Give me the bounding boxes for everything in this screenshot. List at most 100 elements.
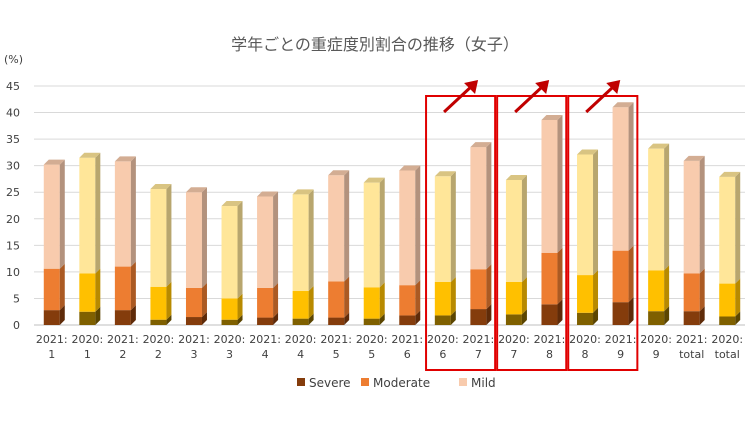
bar-segment [221, 298, 238, 320]
bar-top-face [328, 170, 350, 176]
bar-segment-side [699, 155, 705, 274]
bar-segment-side [557, 299, 563, 325]
y-tick-label: 10 [6, 266, 20, 279]
x-tick-label: 9 [653, 348, 660, 361]
bar-top-face [79, 152, 101, 158]
bar-segment [150, 286, 167, 320]
bar-segment [505, 281, 522, 315]
x-tick-label: 2020: [285, 333, 317, 346]
bar-top-face [363, 177, 385, 183]
x-tick-label: 8 [582, 348, 589, 361]
bar-segment [185, 192, 202, 288]
bar-segment-side [379, 177, 385, 288]
legend-swatch [297, 378, 305, 386]
bar-top-face [683, 155, 705, 161]
x-tick-label: 2021: [178, 333, 210, 346]
y-tick-label: 40 [6, 107, 20, 120]
bar-top-face [648, 143, 670, 149]
trend-arrow-head [606, 80, 621, 94]
x-axis-ticks: 2021: 1 2020: 1 2021: 2 2020: 2 2021: 3 2020: 3 2021… [36, 333, 743, 361]
bar-top-face [43, 159, 65, 165]
bar-segment [683, 273, 700, 312]
bar-segment-side [59, 263, 65, 311]
bar-segment-side [273, 312, 279, 325]
bar-segment-side [521, 175, 527, 282]
bar-segment-side [735, 171, 741, 284]
bar-segment [79, 157, 96, 274]
bar-segment [399, 170, 416, 286]
bar-top-face [470, 142, 492, 148]
x-tick-label: total [715, 348, 740, 361]
y-axis-unit-label: (%) [4, 53, 23, 66]
bar-segment [648, 270, 665, 312]
x-tick-label: 2020: [640, 333, 672, 346]
bar-segment-side [450, 171, 456, 282]
bar-segment-side [557, 247, 563, 305]
bar-segment-side [735, 311, 741, 325]
x-tick-label: 6 [404, 348, 411, 361]
x-tick-label: 2020: [71, 333, 103, 346]
bar-segment [505, 180, 522, 282]
bar-top-face [185, 187, 207, 193]
bar-segment-side [130, 156, 136, 267]
bar-top-face [399, 165, 421, 171]
bar-top-face [114, 156, 136, 162]
bar-top-face [719, 171, 741, 177]
bar-segment [648, 311, 665, 325]
bar-segment [292, 291, 309, 319]
trend-arrow-head [464, 80, 479, 94]
bar-segment-side [450, 276, 456, 316]
bar-segment-side [308, 313, 314, 325]
bar-segment [221, 206, 238, 299]
bar-segment [577, 275, 594, 313]
bar-top-face [221, 201, 243, 207]
bar-segment [541, 252, 558, 305]
bar-segment [43, 268, 60, 311]
x-tick-label: 2021: [534, 333, 566, 346]
bar-segment [185, 287, 202, 318]
bar-segment [434, 281, 451, 316]
x-tick-label: 2021: [107, 333, 139, 346]
y-tick-label: 15 [6, 239, 20, 252]
x-tick-label: 2021: [605, 333, 637, 346]
trend-arrow-head [535, 80, 550, 94]
x-tick-label: 5 [333, 348, 340, 361]
bar-segment-side [450, 310, 456, 325]
bar-segment-side [344, 276, 350, 318]
bar-segment [470, 269, 487, 310]
bar-segment [470, 147, 487, 270]
bar-top-face [434, 171, 456, 177]
bar-segment-side [521, 276, 527, 315]
bar-segment-side [521, 309, 527, 325]
bar-segment-side [735, 278, 741, 317]
bar-segment-side [130, 261, 136, 311]
bar-segment-side [664, 306, 670, 325]
bar-segment [292, 318, 309, 325]
bar-segment-side [628, 102, 634, 251]
bar-segment-side [699, 306, 705, 325]
bar-segment-side [344, 170, 350, 282]
bar-segment-side [166, 184, 172, 287]
bar-segment-side [308, 286, 314, 319]
bar-segment-side [628, 245, 634, 303]
bar-segment-side [59, 159, 65, 269]
bar-segment [79, 273, 96, 312]
trend-arrow [443, 82, 476, 114]
x-tick-label: 3 [190, 348, 197, 361]
x-tick-label: 2021: [36, 333, 68, 346]
bar-segment-side [593, 270, 599, 313]
bar-segment [683, 160, 700, 274]
bar-segment-side [166, 314, 172, 325]
bar-segment-side [95, 268, 101, 312]
bar-segment-side [486, 142, 492, 270]
bar-segment [150, 189, 167, 287]
y-axis-ticks: 0 5 10 15 20 25 30 35 40 45 [6, 80, 20, 332]
x-tick-label: 2021: [320, 333, 352, 346]
bar-segment [470, 309, 487, 325]
bar-top-face [150, 184, 172, 190]
bar-segment-side [273, 282, 279, 318]
x-tick-label: 2020: [427, 333, 459, 346]
bar-segment [114, 310, 131, 325]
bar-segment [43, 164, 60, 269]
